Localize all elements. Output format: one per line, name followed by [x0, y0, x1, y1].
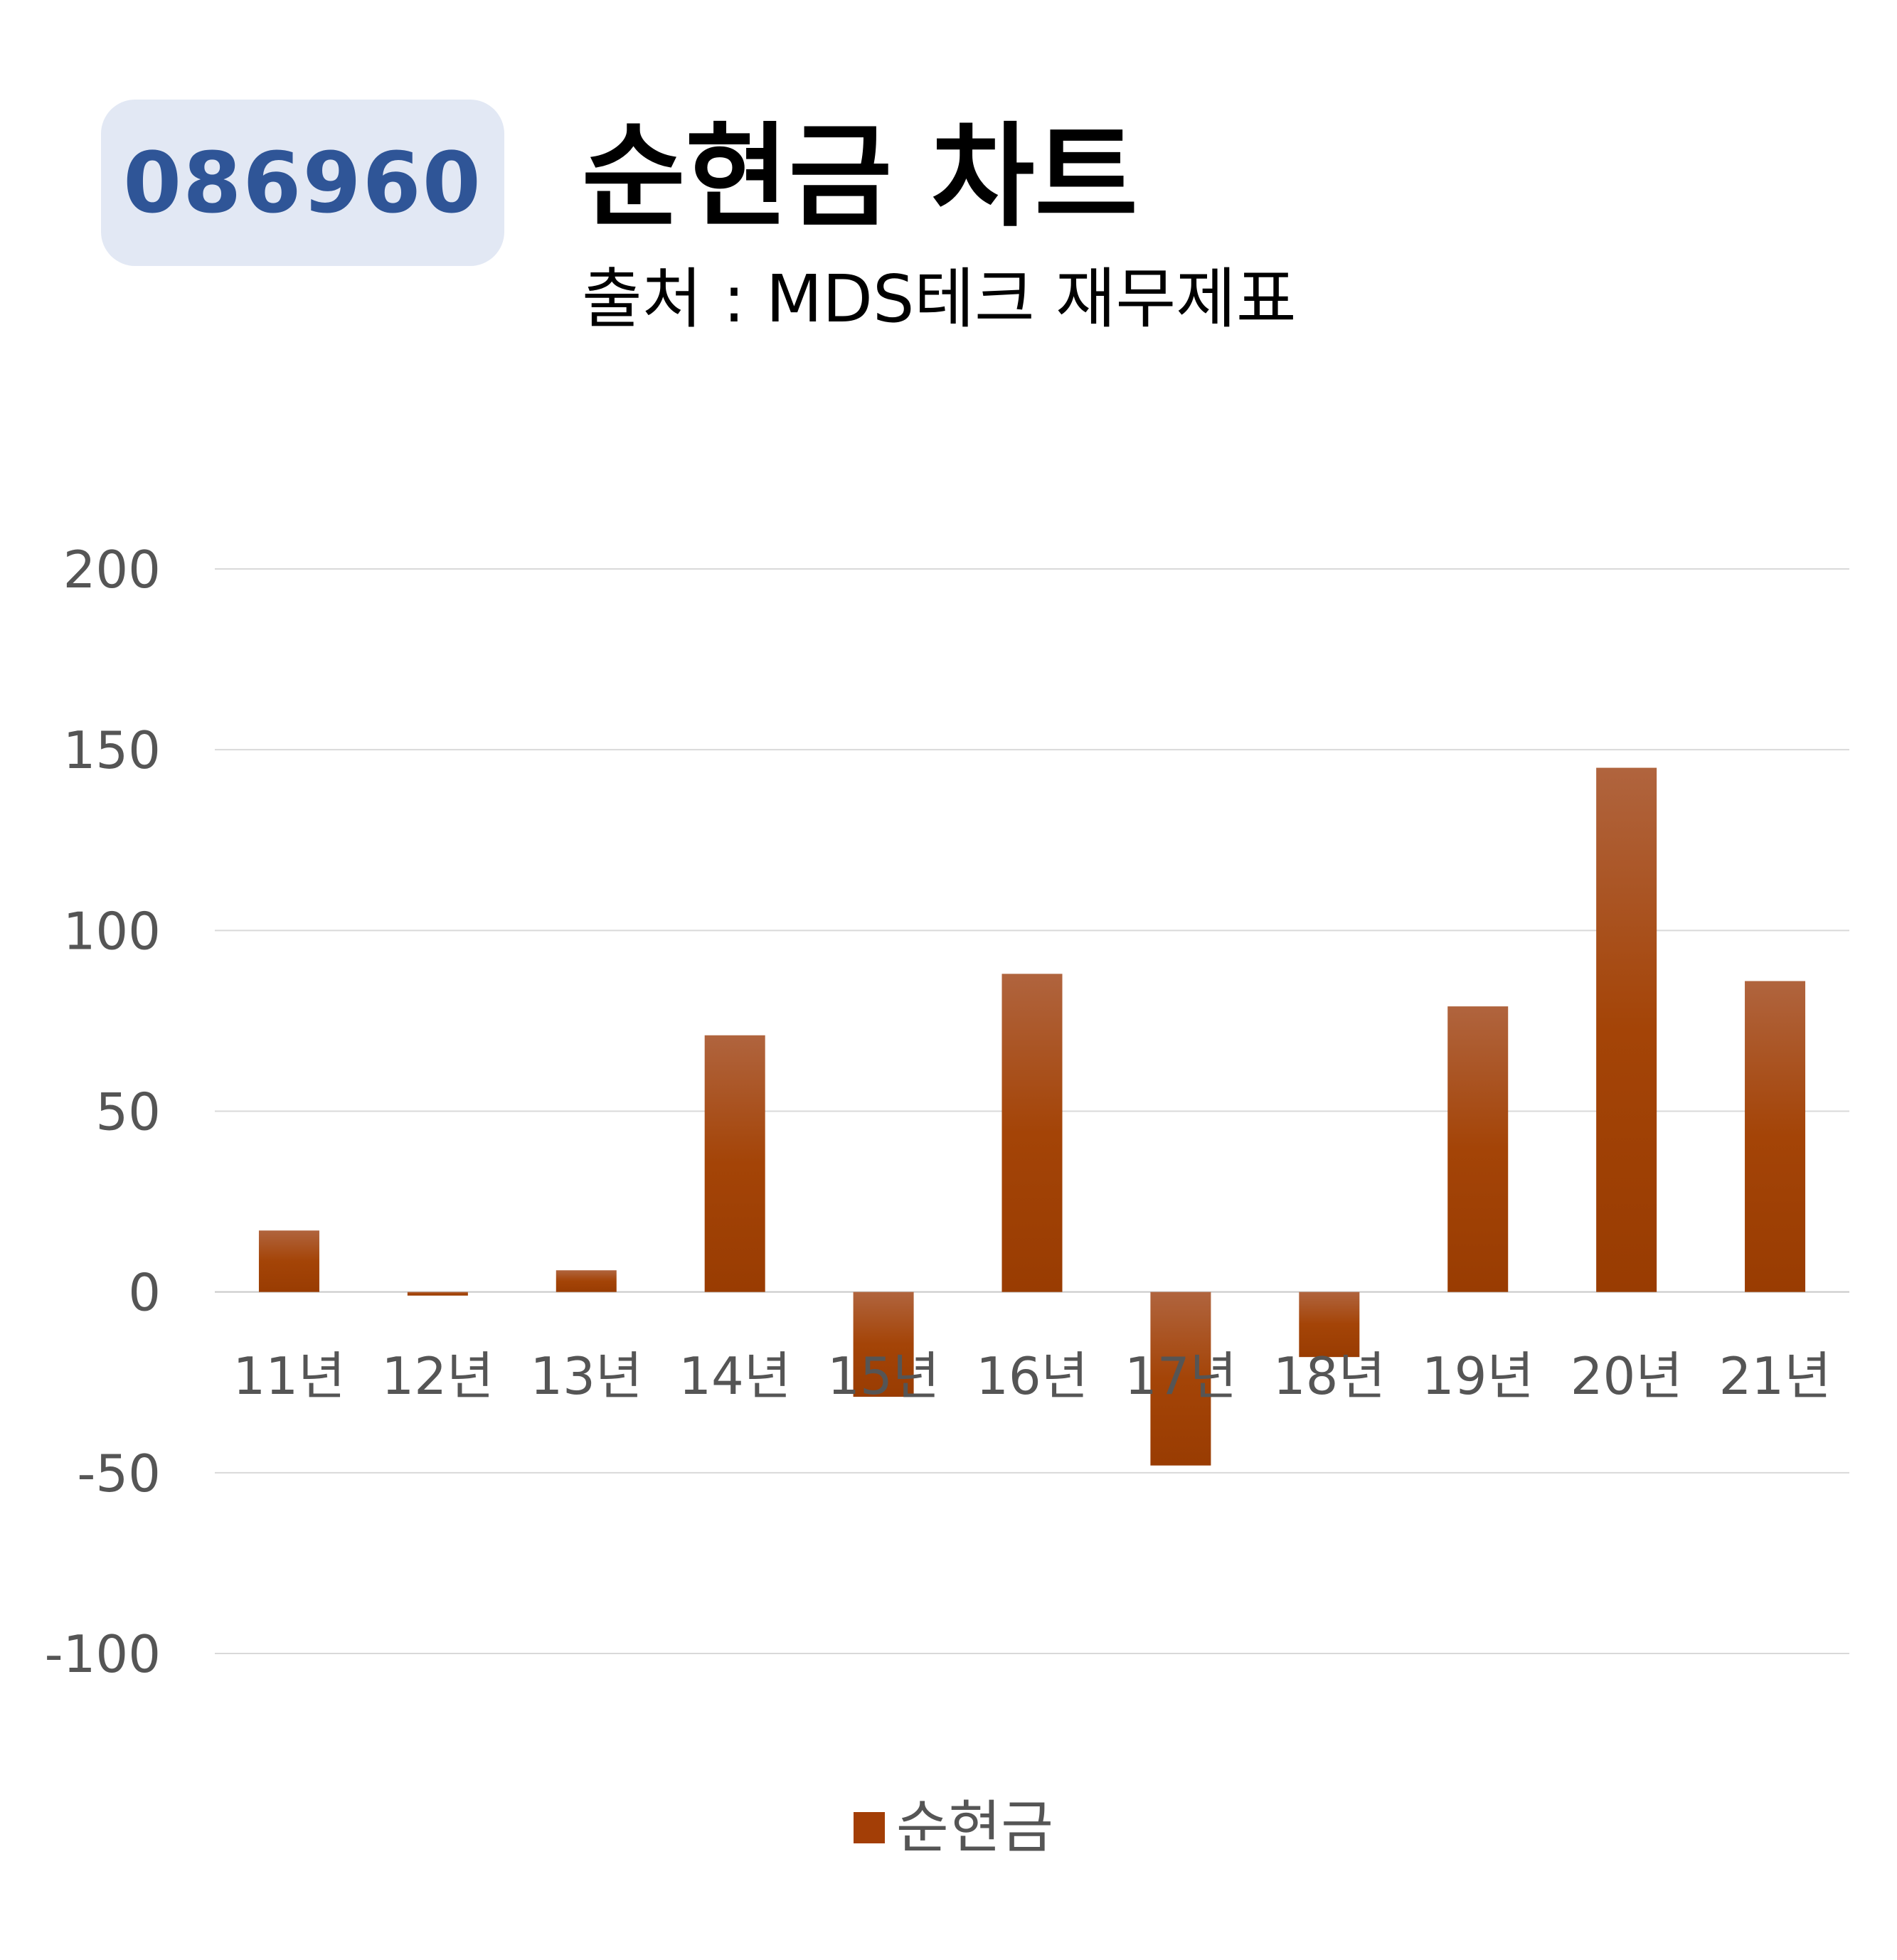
bar-15년	[853, 1291, 914, 1397]
y-tick-label: 100	[63, 901, 161, 961]
x-tick-label: 12년	[381, 1346, 494, 1406]
x-axis-ticks: 11년 12년 13년 14년 15년 16년 17년 18년 19년 20년 21년	[233, 1346, 1832, 1406]
bar-19년	[1447, 1006, 1509, 1292]
y-tick-label: 50	[95, 1082, 161, 1142]
x-tick-label: 17년	[1125, 1346, 1237, 1406]
legend-swatch	[854, 1812, 885, 1843]
x-tick-label: 11년	[233, 1346, 346, 1406]
bar-14년	[704, 1035, 765, 1292]
y-axis-ticks: 200 150 100 50 0 -50 -100	[45, 540, 161, 1684]
bar-18년	[1299, 1291, 1360, 1358]
y-tick-label: 150	[63, 720, 161, 780]
y-tick-label: -50	[77, 1444, 161, 1503]
x-tick-label: 16년	[976, 1346, 1088, 1406]
x-tick-label: 13년	[530, 1346, 642, 1406]
bar-20년	[1596, 767, 1657, 1292]
chart-subtitle: 출처 : MDS테크 재무제표	[582, 261, 1297, 337]
bar-12년	[407, 1291, 468, 1296]
x-tick-label: 15년	[827, 1346, 940, 1406]
y-tick-label: -100	[45, 1624, 161, 1684]
x-tick-label: 14년	[679, 1346, 791, 1406]
legend: 순현금	[854, 1799, 1053, 1856]
chart-title: 순현금 차트	[582, 112, 1138, 243]
bar-21년	[1745, 981, 1806, 1292]
bar-11년	[258, 1230, 319, 1292]
x-tick-label: 19년	[1422, 1346, 1534, 1406]
x-tick-label: 18년	[1273, 1346, 1386, 1406]
y-tick-label: 0	[128, 1263, 161, 1323]
y-tick-label: 200	[63, 540, 161, 600]
bar-16년	[1001, 974, 1063, 1292]
legend-label: 순현금	[896, 1794, 1053, 1860]
bar-17년	[1150, 1291, 1211, 1466]
bars	[258, 767, 1806, 1466]
stock-code-badge: 086960	[101, 100, 504, 266]
x-tick-label: 20년	[1571, 1346, 1683, 1406]
bar-13년	[556, 1270, 617, 1292]
x-tick-label: 21년	[1719, 1346, 1832, 1406]
